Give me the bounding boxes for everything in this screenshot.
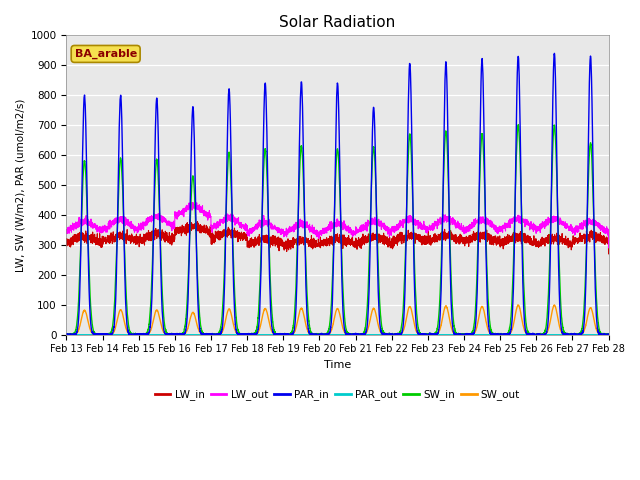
SW_out [63,332,70,337]
PAR_out [459,332,467,337]
PAR_in [63,332,70,337]
SW_in [429,332,436,337]
Line: SW_out: SW_out [67,305,609,335]
LW_out [459,225,467,231]
LW_out [604,228,612,234]
PAR_out [429,332,436,337]
PAR_in [317,331,325,337]
PAR_in [429,332,436,337]
LW_in [63,237,70,243]
PAR_in [459,332,467,337]
SW_in [515,122,522,128]
SW_out [605,332,612,337]
LW_in [429,239,436,244]
SW_out [550,302,558,308]
PAR_in [490,332,497,337]
LW_in [317,238,325,243]
Legend: LW_in, LW_out, PAR_in, PAR_out, SW_in, SW_out: LW_in, LW_out, PAR_in, PAR_out, SW_in, S… [150,385,524,404]
SW_in [490,331,497,337]
PAR_in [605,332,612,337]
LW_in [160,231,168,237]
LW_in [605,251,612,257]
SW_in [317,332,325,337]
PAR_out [317,332,325,337]
SW_in [459,331,467,336]
SW_out [459,332,467,337]
LW_out [317,232,325,238]
LW_out [429,224,436,230]
PAR_out [605,332,612,337]
Y-axis label: LW, SW (W/m2), PAR (umol/m2/s): LW, SW (W/m2), PAR (umol/m2/s) [15,98,25,272]
SW_out [429,332,436,337]
LW_out [187,199,195,205]
PAR_out [160,332,168,337]
PAR_out [490,332,497,337]
LW_in [490,236,497,242]
SW_out [317,332,325,337]
LW_in [186,216,194,222]
LW_out [605,245,612,251]
SW_out [604,332,612,337]
SW_in [604,332,612,337]
SW_out [63,332,70,337]
PAR_out [604,332,612,337]
PAR_in [550,50,558,56]
PAR_in [63,332,70,337]
Line: SW_in: SW_in [67,125,609,335]
LW_out [63,229,70,235]
PAR_out [63,332,70,337]
PAR_in [160,328,168,334]
Text: BA_arable: BA_arable [74,49,137,59]
Title: Solar Radiation: Solar Radiation [279,15,396,30]
SW_in [63,332,70,337]
Line: PAR_in: PAR_in [67,53,609,335]
Line: LW_in: LW_in [67,219,609,254]
Line: LW_out: LW_out [67,202,609,248]
LW_out [490,221,497,227]
SW_in [160,314,168,320]
LW_in [604,239,612,244]
SW_out [490,331,497,337]
LW_out [160,215,168,220]
X-axis label: Time: Time [324,360,351,370]
LW_in [459,240,467,246]
PAR_in [604,331,612,337]
SW_out [160,330,168,336]
SW_in [605,332,612,337]
